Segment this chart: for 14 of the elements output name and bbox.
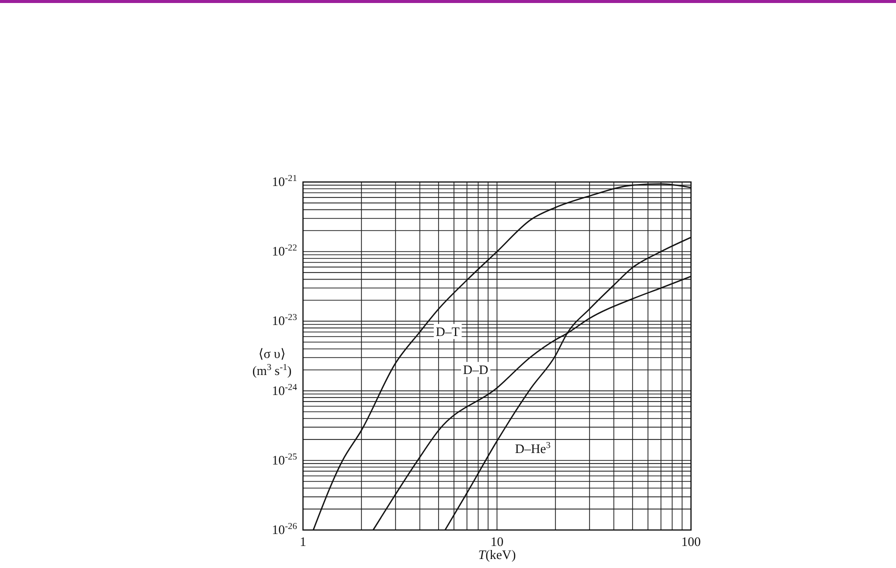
- series-label: D–D: [463, 362, 488, 377]
- y-tick-label: 10$^{-25}$: [272, 451, 298, 468]
- x-tick-label: 100: [681, 534, 701, 549]
- series-label: D–He$^{3}$: [515, 440, 552, 456]
- y-tick-label: 10$^{-26}$: [272, 521, 298, 537]
- y-tick-label: 10$^{-21}$: [272, 173, 297, 189]
- series-label: D–T: [436, 324, 460, 339]
- y-axis-title: ⟨σ υ⟩ (m$^{3}$ s$^{-1}$): [252, 346, 292, 378]
- x-axis-title: T(keV): [478, 547, 516, 562]
- x-tick-label: 1: [300, 534, 306, 549]
- y-tick-label: 10$^{-23}$: [272, 312, 298, 328]
- y-tick-label: 10$^{-24}$: [272, 382, 298, 398]
- x-tick-label: 10: [490, 534, 504, 549]
- y-tick-label: 10$^{-22}$: [272, 242, 298, 259]
